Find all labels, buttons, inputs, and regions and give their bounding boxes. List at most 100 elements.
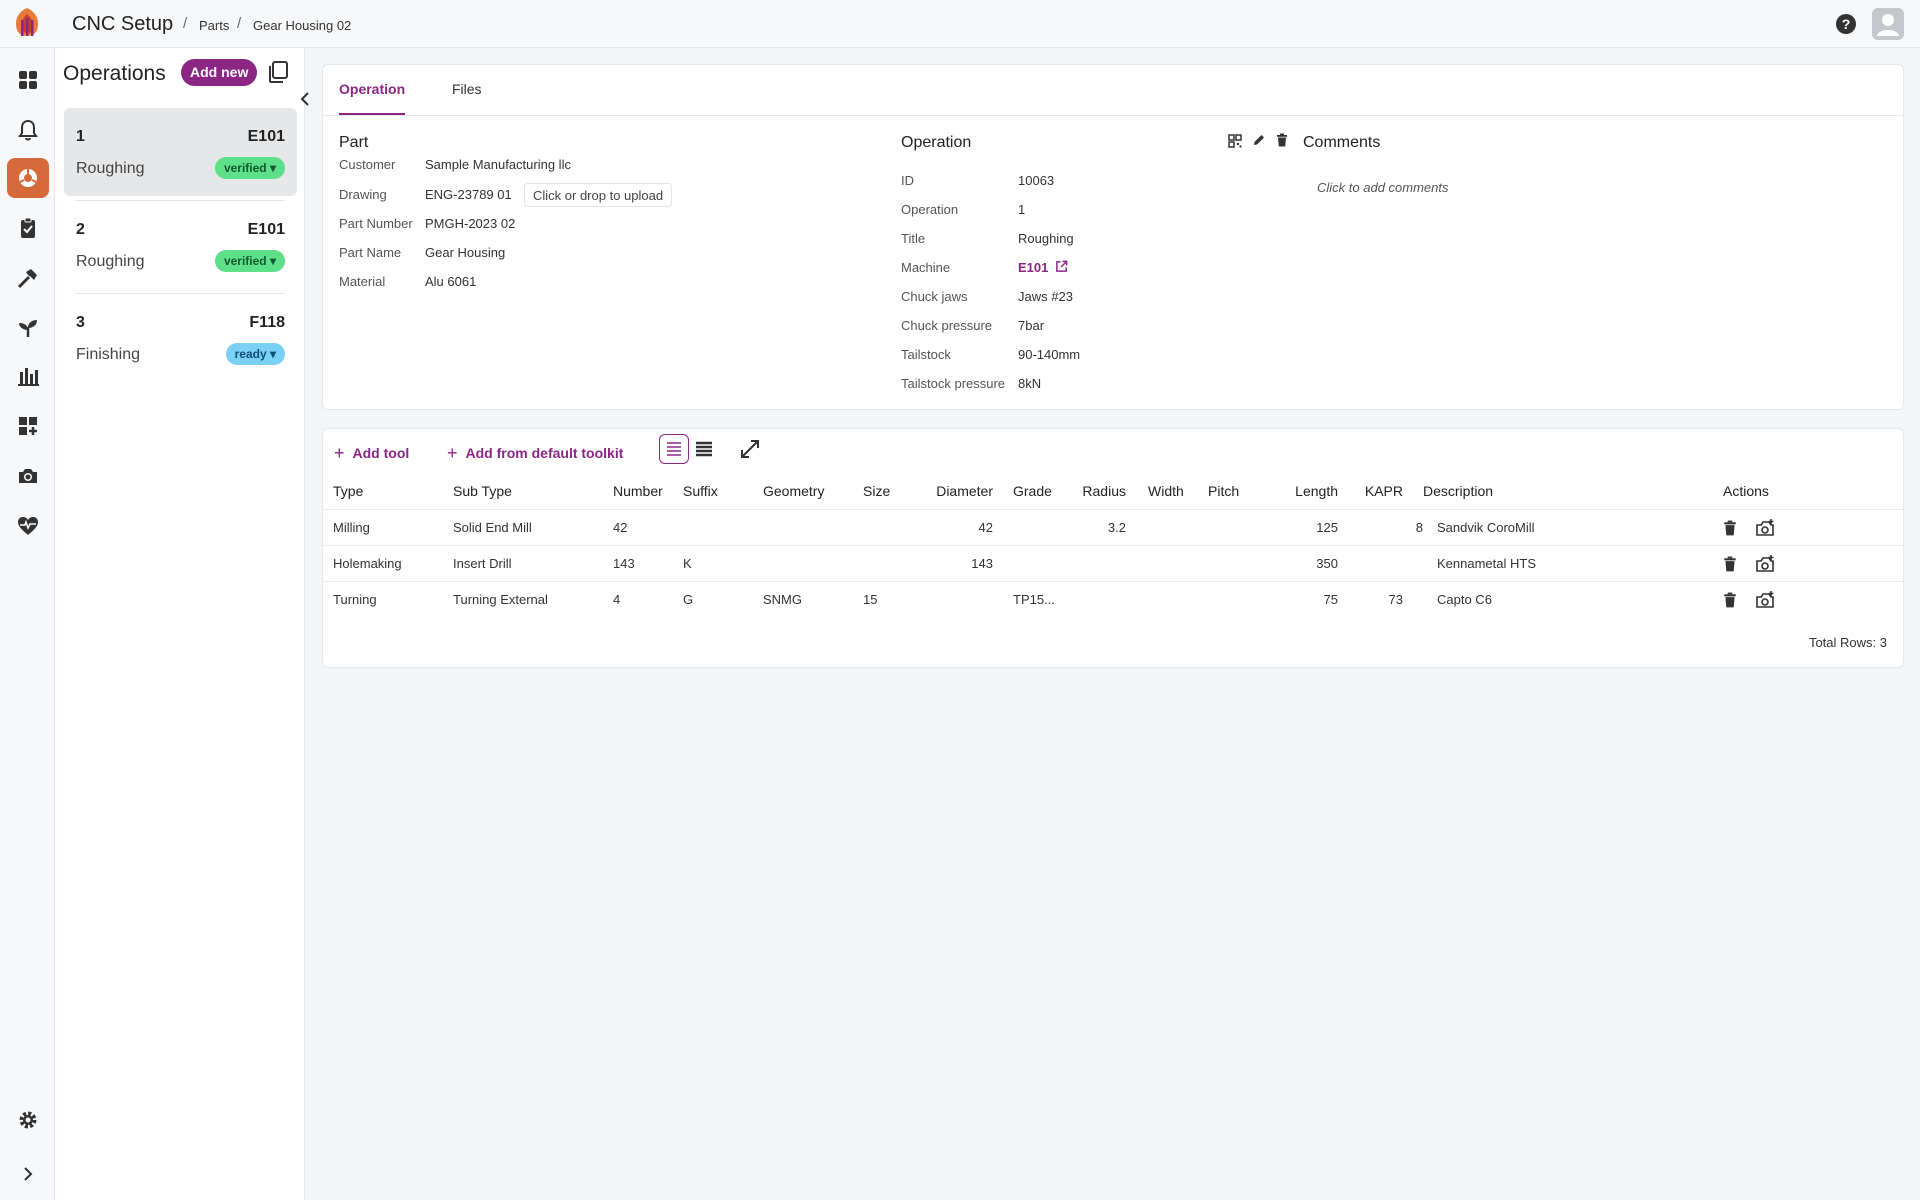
nav-settings[interactable] — [7, 1100, 49, 1140]
add-default-toolkit-button[interactable]: + Add from default toolkit — [447, 441, 623, 465]
pitch-cell — [1208, 509, 1258, 546]
table-row[interactable]: Turning Turning External 4 G SNMG 15 TP1… — [323, 581, 1903, 617]
nav-setup[interactable] — [7, 158, 49, 198]
type-cell: Milling — [323, 509, 453, 546]
number-cell: 4 — [613, 581, 683, 617]
tools-card: + Add tool + Add from default toolkit Type… — [322, 428, 1904, 668]
caret-down-icon: ▾ — [269, 347, 276, 361]
customer-label: Customer — [339, 157, 396, 172]
tailstock-pressure-value[interactable]: 8kN — [1018, 376, 1042, 391]
trash-icon[interactable] — [1276, 133, 1288, 147]
column-header: Actions — [1723, 483, 1769, 499]
number-cell: 143 — [613, 545, 683, 582]
operation-card-3[interactable]: 3 F118 Finishing ready ▾ — [64, 294, 297, 382]
tailstock-value[interactable]: 90-140mm — [1018, 347, 1081, 362]
column-header[interactable]: Sub Type — [453, 483, 512, 499]
plus-icon: + — [334, 442, 345, 463]
nav-camera[interactable] — [7, 456, 49, 496]
status-badge[interactable]: verified ▾ — [214, 157, 285, 179]
add-new-button[interactable]: Add new — [181, 59, 258, 86]
teeth-cell — [1403, 545, 1423, 582]
help-icon[interactable]: ? — [1836, 14, 1856, 34]
nav-analytics[interactable] — [7, 356, 49, 396]
column-header[interactable]: Number — [613, 483, 663, 499]
comments-input[interactable]: Click to add comments — [1317, 180, 1449, 195]
suffix-cell: G — [683, 581, 763, 617]
machine-link[interactable]: E101 — [1018, 260, 1068, 275]
nav-checklists[interactable] — [7, 208, 49, 248]
app-title[interactable]: CNC Setup — [72, 13, 174, 35]
operation-name: Roughing — [76, 253, 145, 270]
nav-tools[interactable] — [7, 258, 49, 298]
operations-title: Operations — [63, 62, 166, 85]
material-value[interactable]: Alu 6061 — [425, 274, 477, 289]
table-row[interactable]: Milling Solid End Mill 42 42 3.2 125 8 S… — [323, 509, 1903, 546]
column-header[interactable]: Diameter — [936, 483, 993, 499]
status-badge[interactable]: ready ▾ — [225, 343, 285, 365]
view-comfortable-button[interactable] — [659, 434, 689, 464]
bell-icon — [18, 119, 38, 141]
add-photo-icon[interactable] — [1755, 518, 1775, 537]
avatar[interactable] — [1872, 8, 1904, 40]
add-photo-icon[interactable] — [1755, 554, 1775, 573]
column-header[interactable]: Suffix — [683, 483, 718, 499]
operation-number-value[interactable]: 1 — [1018, 202, 1026, 217]
collapse-panel-button[interactable] — [294, 84, 316, 114]
part-number-value[interactable]: PMGH-2023 02 — [425, 216, 516, 231]
trash-icon[interactable] — [1723, 556, 1737, 572]
operation-card-2[interactable]: 2 E101 Roughing verified ▾ — [64, 201, 297, 289]
chuck-pressure-label: Chuck pressure — [901, 318, 993, 333]
add-tool-label: Add tool — [352, 445, 410, 461]
breadcrumb-parts[interactable]: Parts — [199, 18, 230, 33]
nav-health[interactable] — [7, 506, 49, 546]
app-logo-icon[interactable] — [8, 6, 46, 42]
column-spacer — [993, 479, 1013, 510]
column-header[interactable]: Pitch — [1208, 483, 1240, 499]
view-compact-button[interactable] — [689, 434, 719, 464]
suffix-cell: K — [683, 545, 763, 582]
table-header-row: Type Sub Type Number Suffix Geometry Siz… — [323, 479, 1903, 510]
chuck-jaws-value[interactable]: Jaws #23 — [1018, 289, 1073, 304]
column-header[interactable]: Grade — [1013, 483, 1052, 499]
table-row[interactable]: Holemaking Insert Drill 143 K 143 350 Ke… — [323, 545, 1903, 582]
operation-name: Finishing — [76, 346, 141, 363]
copy-icon[interactable] — [267, 60, 289, 84]
nav-expand[interactable] — [7, 1154, 49, 1194]
nav-notifications[interactable] — [7, 110, 49, 150]
column-header[interactable]: Width — [1148, 483, 1184, 499]
add-tool-button[interactable]: + Add tool — [334, 441, 409, 465]
diameter-cell — [913, 581, 993, 617]
chuck-pressure-value[interactable]: 7bar — [1018, 318, 1045, 333]
breadcrumb-current[interactable]: Gear Housing 02 — [253, 18, 352, 33]
column-header[interactable]: Type — [333, 483, 364, 499]
clipboard-check-icon — [21, 217, 35, 238]
column-header[interactable]: Geometry — [763, 483, 825, 499]
operation-number: 1 — [76, 128, 85, 145]
drawing-value[interactable]: ENG-23789 01 — [425, 187, 512, 202]
expand-icon[interactable] — [739, 438, 761, 460]
trash-icon[interactable] — [1723, 592, 1737, 608]
pencil-icon[interactable] — [1252, 133, 1266, 147]
tab-operation[interactable]: Operation — [339, 81, 406, 115]
nav-growth[interactable] — [7, 308, 49, 348]
operation-card-1[interactable]: 1 E101 Roughing verified ▾ — [64, 108, 297, 196]
upload-drawing-button[interactable]: Click or drop to upload — [524, 183, 673, 207]
title-value[interactable]: Roughing — [1018, 231, 1074, 246]
column-header[interactable]: Size — [863, 483, 891, 499]
add-photo-icon[interactable] — [1755, 590, 1775, 609]
tools-table: Type Sub Type Number Suffix Geometry Siz… — [323, 479, 1903, 617]
column-header[interactable]: Description — [1423, 483, 1494, 499]
column-header[interactable]: Length — [1295, 483, 1338, 499]
status-badge[interactable]: verified ▾ — [214, 250, 285, 272]
trash-icon[interactable] — [1723, 520, 1737, 536]
qr-code-icon[interactable] — [1228, 134, 1242, 148]
top-bar: CNC Setup / Parts / Gear Housing 02 ? — [0, 0, 1920, 48]
column-header[interactable]: Radius — [1082, 483, 1126, 499]
nav-dashboard[interactable] — [7, 60, 49, 100]
column-header[interactable]: KAPR — [1364, 483, 1403, 499]
tab-files[interactable]: Files — [452, 81, 482, 97]
nav-widgets[interactable] — [7, 406, 49, 446]
tab-bar: Operation Files — [323, 65, 1903, 116]
customer-value[interactable]: Sample Manufacturing llc — [425, 157, 571, 172]
part-name-value[interactable]: Gear Housing — [425, 245, 506, 260]
